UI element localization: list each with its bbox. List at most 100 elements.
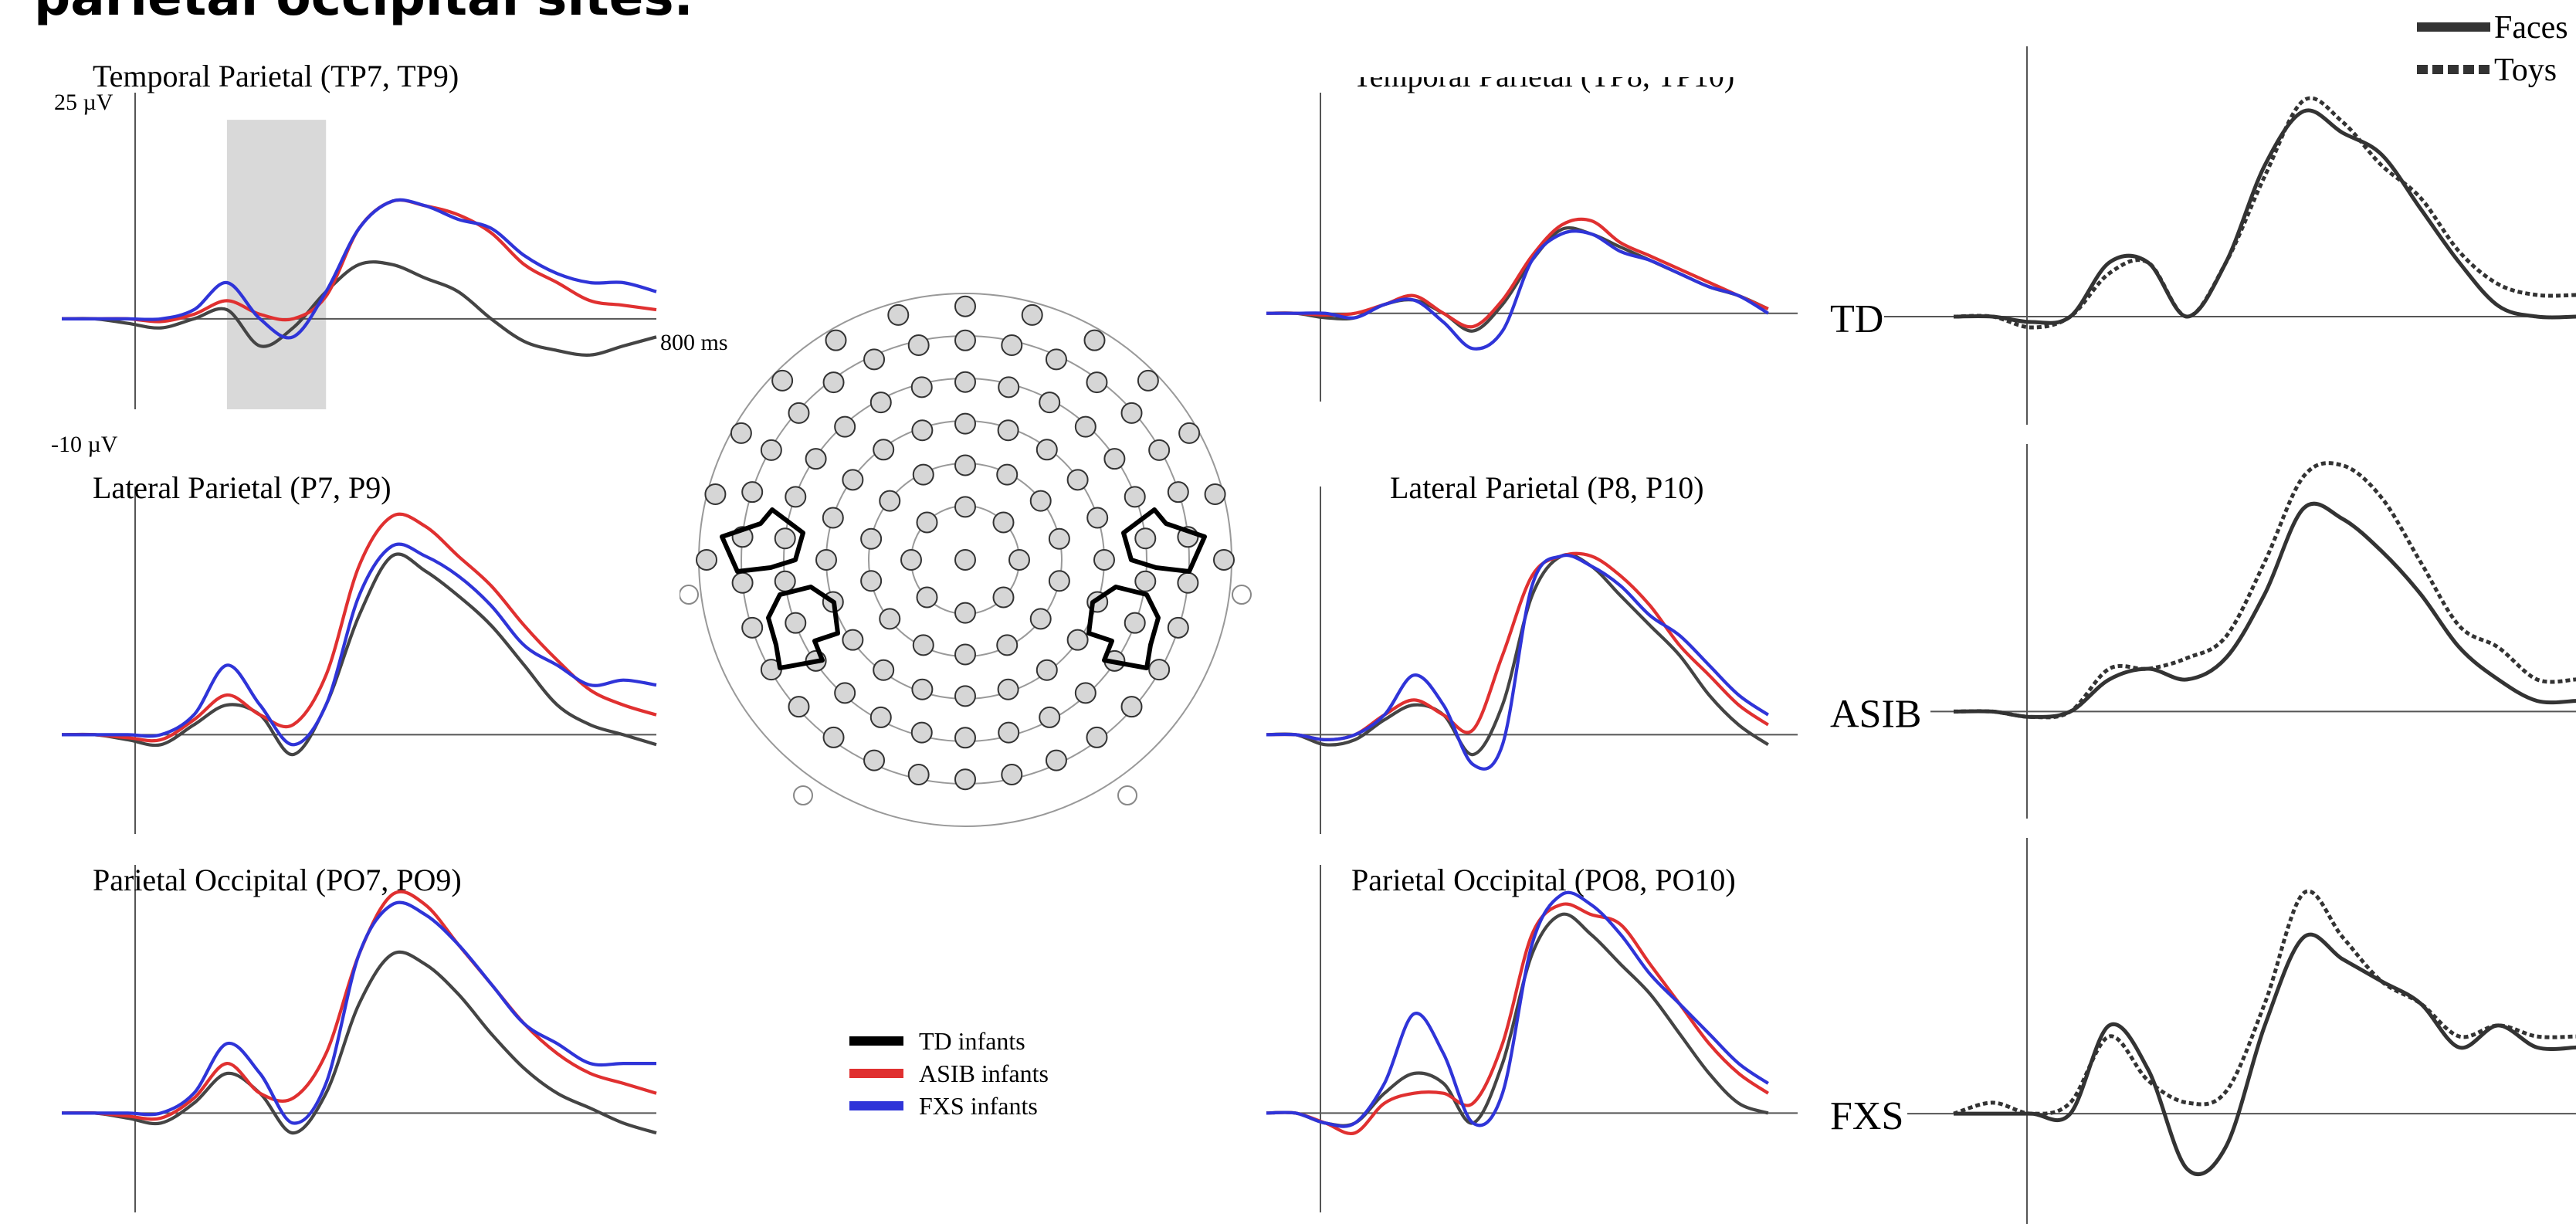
electrode (822, 726, 845, 748)
electrode (954, 643, 976, 666)
electrode (1048, 527, 1070, 550)
electrode (954, 602, 976, 624)
electrode (1124, 612, 1146, 634)
electrode (1086, 726, 1108, 748)
series-line-asib-infants (61, 198, 657, 324)
electrode (822, 371, 845, 394)
series-line-fxs-infants (1266, 553, 1769, 771)
electrode (730, 422, 752, 444)
electrode (1021, 303, 1043, 326)
group-legend: TD infants ASIB infants FXS infants (849, 1027, 1049, 1120)
electrode (873, 659, 895, 681)
electrode-head-map (679, 255, 1266, 865)
electrode (1083, 329, 1106, 351)
electrode (1008, 549, 1030, 571)
series-line-td-infants (61, 552, 657, 757)
electrode (741, 481, 764, 504)
series-line-faces (1953, 501, 2576, 719)
reference-electrode (679, 585, 699, 605)
electrode (1029, 608, 1052, 630)
erp-panel-8: FXS (1830, 838, 2576, 1224)
electrode (1167, 481, 1189, 504)
electrode (910, 721, 933, 744)
electrode (997, 419, 1019, 442)
electrode (1134, 527, 1157, 550)
electrode (860, 527, 883, 550)
electrode (815, 549, 837, 571)
series-line-toys (1953, 889, 2576, 1116)
electrode (954, 768, 976, 791)
electrode (1066, 629, 1089, 651)
electrode (774, 527, 796, 550)
electrode (900, 549, 922, 571)
x-axis-end-label: 800 ms (660, 330, 728, 355)
electrode (1103, 448, 1126, 470)
electrode (879, 490, 901, 512)
electrode (907, 763, 930, 785)
electrode (704, 483, 727, 506)
panel-title: Lateral Parietal (P7, P9) (93, 470, 391, 505)
group-row-label: TD (1830, 297, 1883, 341)
slide-title: parietal occipital sites. (34, 0, 693, 27)
group-row-label: FXS (1830, 1094, 1903, 1138)
electrode (863, 348, 886, 371)
electrode (1120, 402, 1143, 424)
electrode (842, 629, 864, 651)
electrode (1137, 369, 1159, 392)
electrode (1001, 334, 1023, 357)
electrode (788, 402, 810, 424)
electrode (825, 329, 847, 351)
legend-label-fxs: FXS infants (919, 1092, 1038, 1120)
electrode (731, 571, 754, 594)
electrode (788, 696, 810, 718)
panel-title: Temporal Parietal (TP7, TP9) (93, 59, 459, 93)
electrode (992, 511, 1015, 534)
electrode (696, 549, 717, 571)
electrode (785, 486, 807, 508)
erp-panel-6: TD (1830, 46, 2576, 425)
electrode (912, 634, 934, 656)
electrode (911, 419, 934, 442)
electrode (954, 371, 976, 393)
faces-toys-legend: Faces Toys (2417, 10, 2568, 88)
electrode (992, 586, 1015, 609)
electrodes (696, 295, 1235, 791)
series-line-fxs-infants (1266, 229, 1769, 351)
erp-panel-3: Temporal Parietal (TP8, TP10) (1266, 77, 1798, 402)
legend-label: Faces (2494, 10, 2568, 46)
electrode (879, 608, 901, 630)
electrode (1167, 616, 1189, 639)
series-line-toys (1953, 461, 2576, 720)
right-roi-outline (1086, 507, 1207, 670)
electrode (1148, 659, 1171, 681)
electrode (785, 612, 807, 634)
electrode (1066, 469, 1089, 491)
electrode (996, 463, 1019, 486)
electrode (1074, 682, 1096, 704)
electrode (954, 454, 976, 476)
electrode (805, 448, 827, 470)
electrode (1177, 571, 1199, 594)
electrode (1039, 706, 1061, 728)
electrode (1029, 490, 1052, 512)
series-line-fxs-infants (62, 900, 656, 1125)
electrode (954, 727, 976, 749)
y-axis-top-label: 25 µV (54, 90, 114, 115)
electrode (907, 334, 930, 357)
series-line-td-infants (61, 950, 657, 1135)
electrode (1093, 549, 1115, 571)
panel-title: Parietal Occipital (PO8, PO10) (1351, 863, 1736, 897)
erp-panel-1: Lateral Parietal (P7, P9) (61, 470, 657, 834)
electrode (1086, 371, 1108, 394)
series-line-fxs-infants (62, 542, 657, 747)
electrode (1134, 570, 1157, 592)
electrode (834, 682, 856, 704)
electrode (910, 376, 933, 398)
electrode (774, 570, 796, 592)
panel-title: Lateral Parietal (P8, P10) (1390, 470, 1704, 505)
electrode (822, 507, 844, 529)
series-line-td-infants (61, 260, 657, 357)
electrode (911, 678, 934, 700)
electrode (1124, 486, 1146, 508)
